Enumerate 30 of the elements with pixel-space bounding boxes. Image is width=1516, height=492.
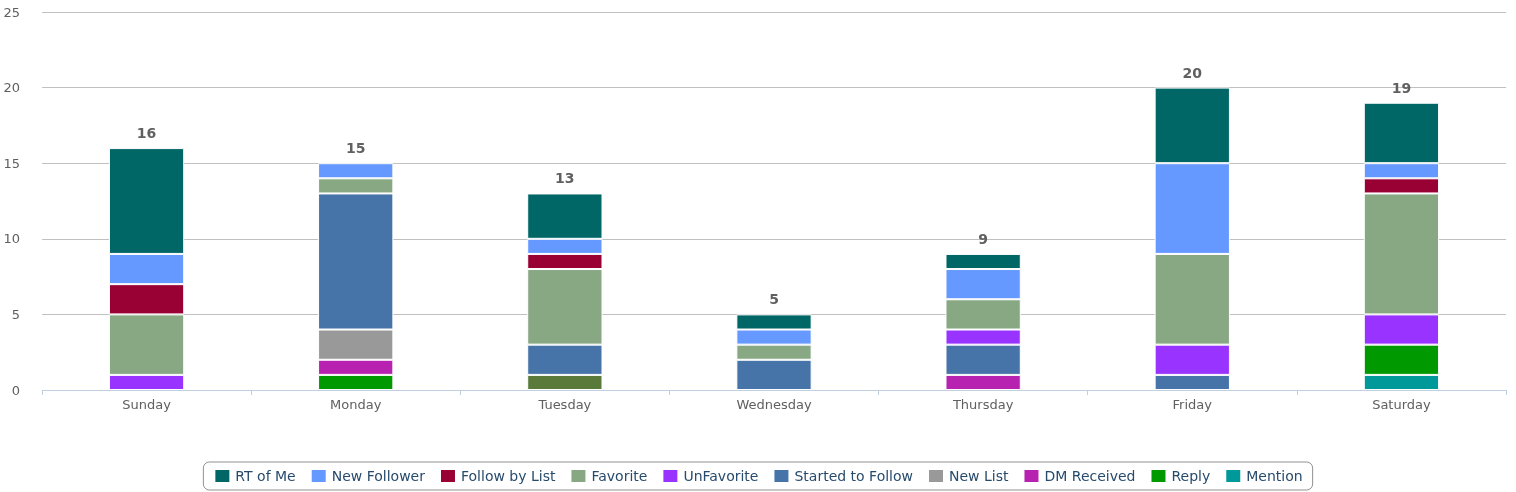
y-tick-label: 25	[3, 4, 20, 20]
legend-label: New Follower	[331, 468, 426, 484]
y-tick-label: 5	[11, 306, 20, 322]
total-label: 16	[136, 125, 157, 142]
x-tick-label: Wednesday	[736, 397, 812, 412]
x-tick-label: Tuesday	[537, 397, 592, 412]
total-label: 15	[345, 140, 366, 157]
y-tick-label: 10	[3, 231, 20, 247]
y-tick-label: 0	[11, 382, 20, 398]
x-tick-label: Friday	[1172, 397, 1213, 412]
x-tick-label: Sunday	[122, 397, 172, 412]
legend-label: New List	[949, 468, 1009, 484]
total-label: 9	[978, 230, 989, 247]
y-tick-label: 20	[3, 80, 20, 96]
x-tick-label: Saturday	[1372, 397, 1432, 412]
legend-label: Started to Follow	[794, 468, 914, 484]
y-tick-label: 15	[3, 155, 20, 171]
total-label: 13	[555, 170, 575, 187]
x-tick-label: Thursday	[951, 397, 1014, 412]
total-label: 20	[1182, 64, 1203, 81]
legend-label: DM Received	[1044, 468, 1136, 484]
legend-label: RT of Me	[235, 468, 296, 484]
total-label: 19	[1391, 79, 1412, 96]
legend-label: UnFavorite	[683, 468, 759, 484]
legend-label: Mention	[1246, 468, 1303, 484]
legend-label: Favorite	[591, 468, 648, 484]
total-label: 5	[769, 291, 779, 308]
x-tick-label: Monday	[330, 397, 382, 412]
legend-label: Reply	[1171, 468, 1211, 484]
legend-label: Follow by List	[460, 468, 556, 484]
